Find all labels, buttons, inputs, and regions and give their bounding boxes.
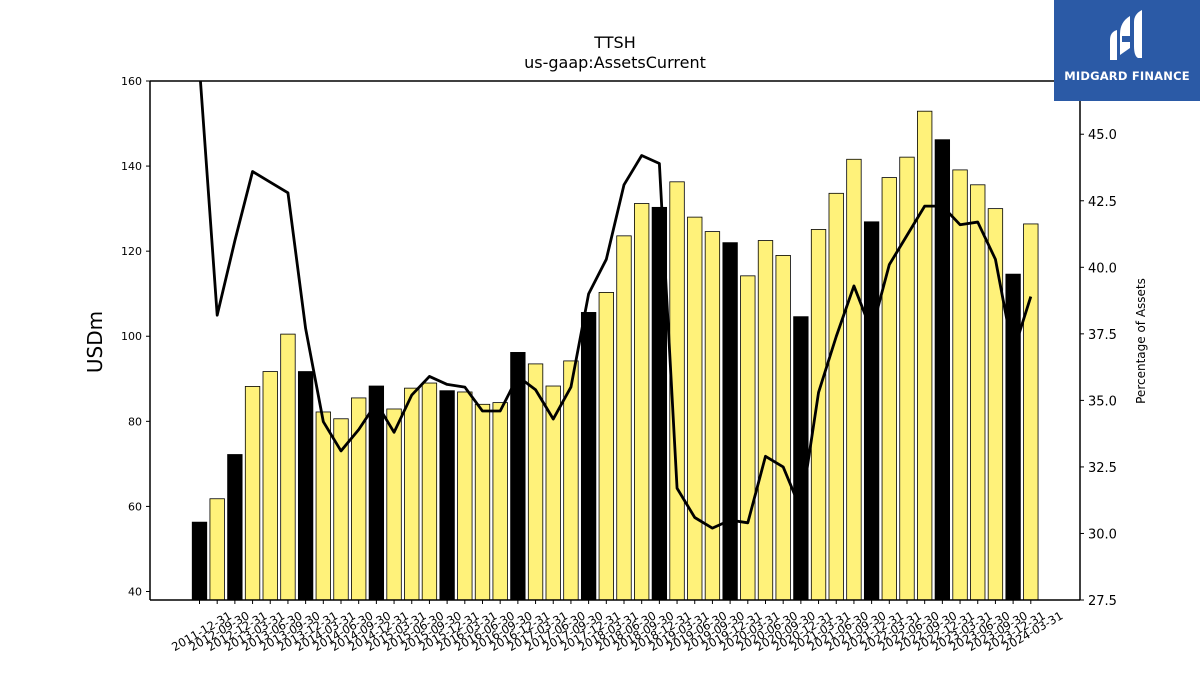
bar	[191, 521, 208, 600]
bar	[510, 352, 526, 600]
y-axis-ticks: 40 60 80 100 120 140 160	[121, 75, 150, 598]
bar-group	[191, 110, 1039, 600]
bar	[315, 411, 331, 600]
bar	[987, 208, 1004, 600]
y-tick-label: 140	[121, 160, 142, 173]
bar	[280, 333, 296, 600]
y-tick-label: 120	[121, 245, 142, 258]
y-tick-label: 40	[128, 585, 142, 598]
bar	[810, 229, 827, 600]
y2-tick-label: 42.5	[1088, 195, 1117, 210]
y-axis-label: USDm	[83, 311, 107, 373]
y2-tick-label: 30.0	[1088, 527, 1117, 542]
bar	[457, 391, 473, 600]
bar	[899, 156, 915, 600]
bar	[439, 390, 455, 600]
bar	[828, 192, 844, 600]
bar	[386, 408, 402, 600]
y2-tick-label: 35.0	[1088, 394, 1117, 409]
bar	[492, 402, 508, 600]
bar	[563, 360, 579, 600]
x-axis-ticks: 2011-12-312012-09-302012-12-312013-03-31…	[169, 600, 1065, 654]
bar	[651, 206, 668, 600]
bar	[846, 158, 862, 600]
bar	[1005, 273, 1021, 600]
logo-text: MIDGARD FINANCE	[1064, 69, 1190, 83]
chart-subtitle: us-gaap:AssetsCurrent	[524, 53, 706, 72]
y-tick-label: 100	[121, 330, 142, 343]
bar	[952, 169, 968, 600]
bar	[580, 312, 597, 600]
bar	[970, 184, 986, 600]
bar	[881, 177, 897, 600]
bar	[527, 363, 544, 600]
y2-tick-label: 37.5	[1088, 328, 1117, 343]
bar	[227, 454, 243, 600]
y-tick-label: 60	[128, 500, 142, 513]
y2-axis-label: Percentage of Assets	[1134, 278, 1148, 404]
y2-tick-label: 45.0	[1088, 128, 1117, 143]
bar	[368, 385, 385, 600]
y-tick-label: 160	[121, 75, 142, 88]
bar	[474, 403, 491, 600]
bar	[262, 371, 278, 600]
y2-axis-ticks: 27.5 30.0 32.5 35.0 37.5 40.0 42.5 45.0	[1080, 128, 1117, 609]
bar	[404, 387, 420, 600]
bar	[297, 371, 314, 600]
brand-logo[interactable]: MIDGARD FINANCE	[1054, 0, 1200, 101]
bar	[934, 139, 951, 600]
y2-tick-label: 40.0	[1088, 261, 1117, 276]
bar	[209, 498, 225, 600]
y-tick-label: 80	[128, 415, 142, 428]
y2-tick-label: 32.5	[1088, 461, 1117, 476]
bar	[704, 231, 721, 600]
chart-title: TTSH	[594, 33, 636, 52]
bar	[917, 110, 933, 600]
bar	[333, 418, 349, 600]
bar	[793, 316, 809, 600]
y2-tick-label: 27.5	[1088, 594, 1117, 609]
logo-mark-icon	[1110, 10, 1142, 60]
bar	[775, 255, 791, 600]
bar	[421, 382, 438, 600]
line-series	[199, 81, 1033, 530]
bar	[687, 216, 703, 600]
bar	[722, 242, 738, 600]
bar	[1023, 223, 1039, 600]
bar	[634, 203, 650, 600]
bar	[351, 397, 367, 600]
bar	[598, 292, 614, 600]
bar	[244, 386, 261, 600]
bar	[757, 240, 774, 600]
bar	[863, 221, 880, 600]
bar	[616, 235, 632, 600]
percentage-line	[199, 81, 1033, 530]
bar	[740, 275, 756, 600]
